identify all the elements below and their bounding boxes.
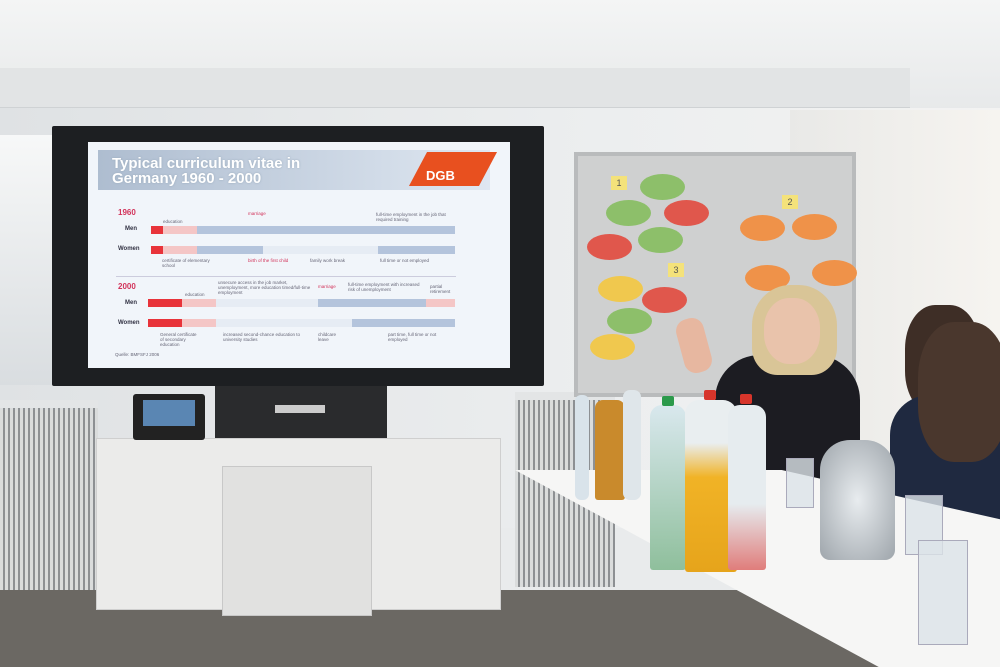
bar (216, 299, 318, 307)
bar (163, 226, 197, 234)
note: part time, full time or not employed (388, 332, 437, 342)
bar (182, 299, 216, 307)
bar (263, 246, 378, 254)
bottle-cap (704, 390, 716, 400)
note: childcare leave (318, 332, 337, 342)
cabinet-door (222, 466, 372, 616)
water-bottle (728, 405, 766, 570)
note: full time or not employed (380, 258, 430, 263)
number-card: 3 (668, 263, 684, 277)
glass (918, 540, 968, 645)
title-line: Typical curriculum vitae in (112, 155, 301, 172)
note: marriage (248, 211, 266, 216)
ceiling-beam (0, 68, 910, 108)
sticky-note (640, 174, 685, 200)
note: marriage (318, 284, 336, 289)
men-label: Men (125, 300, 137, 306)
year-1960: 1960 (118, 208, 136, 217)
face (764, 298, 820, 364)
water-bottle (650, 405, 686, 570)
sticky-note (598, 276, 643, 302)
sticky-note (638, 227, 683, 253)
title-line: Germany 1960 - 2000 (112, 170, 262, 187)
sticky-note (664, 200, 709, 226)
note: full-time employment in the job that req… (376, 212, 446, 222)
bar (352, 319, 455, 327)
presentation-slide: Typical curriculum vitae in Germany 1960 … (88, 142, 510, 368)
bottle-cap (662, 396, 674, 406)
number-card: 1 (611, 176, 627, 190)
sticky-note (590, 334, 635, 360)
bar (197, 246, 263, 254)
slide-title: Typical curriculum vitae in Germany 1960 … (112, 156, 412, 186)
note: partial retirement (430, 284, 451, 294)
sticky-note (642, 287, 687, 313)
note: certificate of elementary school (162, 258, 210, 268)
bar (148, 319, 182, 327)
radiator (0, 400, 98, 590)
note: full-time employment with increased risk… (348, 282, 420, 292)
divider (116, 276, 456, 277)
bar (163, 246, 197, 254)
bar (318, 299, 426, 307)
tv-stand (215, 386, 387, 442)
bar (426, 299, 455, 307)
sticky-note (606, 200, 651, 226)
glass-jug (820, 440, 895, 560)
sticky-note (607, 308, 652, 334)
sticky-note (740, 215, 785, 241)
window (0, 135, 55, 385)
bottle-cap (740, 394, 752, 404)
juice-bottle (595, 400, 625, 500)
bar (151, 226, 163, 234)
source-note: Quelle: BMFSFJ 2006 (115, 352, 160, 357)
note: birth of the first child (248, 258, 289, 263)
sticky-note (587, 234, 632, 260)
bar (148, 299, 182, 307)
bar (216, 319, 352, 327)
note: education (185, 292, 205, 297)
note: family work break (310, 258, 346, 263)
bar (197, 226, 455, 234)
women-label: Women (118, 246, 140, 252)
bar (378, 246, 455, 254)
note: education (163, 219, 183, 224)
logo-text: DGB (426, 168, 455, 183)
water-bottle (575, 395, 589, 500)
sticky-note (812, 260, 857, 286)
bar (151, 246, 163, 254)
note: unsecure access in the job market, unemp… (218, 280, 311, 295)
glass (786, 458, 814, 508)
men-label: Men (125, 226, 137, 232)
year-2000: 2000 (118, 282, 136, 291)
tablet-screen[interactable] (143, 400, 195, 426)
women-label: Women (118, 320, 140, 326)
sticky-note (792, 214, 837, 240)
bar (182, 319, 216, 327)
number-card: 2 (782, 195, 798, 209)
note: increased second-chance education to uni… (223, 332, 301, 342)
water-bottle (623, 390, 641, 500)
hair (918, 322, 1000, 462)
camera-mount (275, 405, 325, 413)
note: General certificate of secondary educati… (160, 332, 197, 347)
